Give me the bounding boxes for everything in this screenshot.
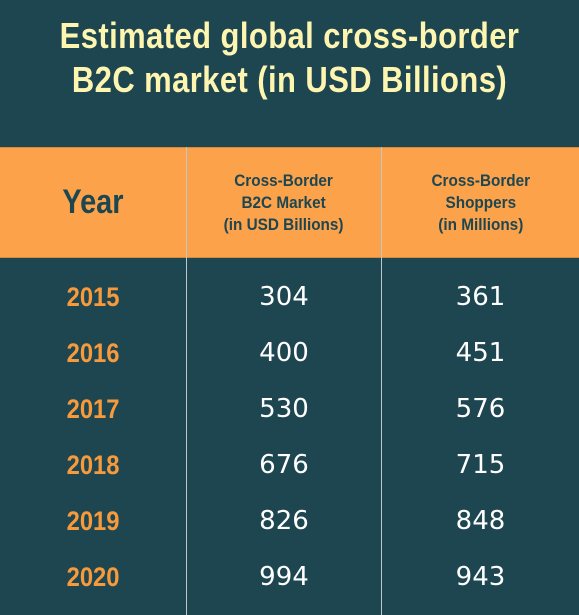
header-market-line-3: (in USD Billions) [224,214,344,234]
table-row: 2018 676 715 [0,437,579,493]
shoppers-value-cell: 451 [455,338,506,368]
column-divider-2 [381,147,382,615]
year-cell: 2015 [66,281,120,312]
table-row: 2019 826 848 [0,493,579,549]
header-cell-market: Cross-Border B2C Market (in USD Billions… [187,148,381,257]
shoppers-value-cell-wrap: 451 [382,325,579,381]
market-value-cell: 826 [259,506,309,536]
year-cell-wrap: 2018 [0,437,186,493]
year-cell: 2019 [66,505,120,536]
year-cell-wrap: 2016 [0,325,186,381]
table-row: 2016 400 451 [0,325,579,381]
year-cell: 2017 [66,393,120,424]
shoppers-value-cell: 361 [455,282,506,312]
year-cell-wrap: 2020 [0,549,186,605]
table-row: 2020 994 943 [0,549,579,605]
chart-title-line-1: Estimated global cross-border [59,15,520,56]
header-market-label: Cross-Border B2C Market (in USD Billions… [224,170,344,236]
shoppers-value-cell-wrap: 576 [382,381,579,437]
header-year-label: Year [62,183,124,221]
column-divider-1 [186,147,187,615]
market-value-cell-wrap: 826 [187,493,381,549]
market-value-cell-wrap: 994 [187,549,381,605]
market-value-cell-wrap: 304 [187,269,381,325]
market-value-cell: 304 [259,282,309,312]
header-market-line-1: Cross-Border [234,170,334,190]
shoppers-value-cell: 943 [455,562,506,592]
table-row: 2017 530 576 [0,381,579,437]
market-value-cell-wrap: 530 [187,381,381,437]
shoppers-value-cell-wrap: 848 [382,493,579,549]
year-cell: 2016 [66,337,120,368]
market-value-cell: 530 [259,394,309,424]
year-cell: 2020 [66,561,120,592]
header-shoppers-line-3: (in Millions) [438,214,523,234]
chart-title: Estimated global cross-border B2C market… [41,14,539,102]
shoppers-value-cell: 848 [455,506,506,536]
market-value-cell: 676 [259,450,309,480]
table-row: 2015 304 361 [0,269,579,325]
year-cell-wrap: 2017 [0,381,186,437]
shoppers-value-cell: 715 [455,450,506,480]
header-market-line-2: B2C Market [241,192,327,212]
header-shoppers-label: Cross-Border Shoppers (in Millions) [431,170,530,236]
market-value-cell-wrap: 400 [187,325,381,381]
year-cell: 2018 [66,449,120,480]
market-value-cell: 994 [259,562,309,592]
market-value-cell: 400 [259,338,309,368]
chart-title-line-2: B2C market (in USD Billions) [71,59,508,100]
year-cell-wrap: 2019 [0,493,186,549]
shoppers-value-cell-wrap: 361 [382,269,579,325]
header-shoppers-line-2: Shoppers [445,192,516,212]
shoppers-value-cell-wrap: 715 [382,437,579,493]
header-cell-shoppers: Cross-Border Shoppers (in Millions) [382,148,579,257]
header-shoppers-line-1: Cross-Border [431,170,530,190]
table-header: Year Cross-Border B2C Market (in USD Bil… [0,147,579,258]
header-cell-year: Year [0,148,186,257]
market-value-cell-wrap: 676 [187,437,381,493]
year-cell-wrap: 2015 [0,269,186,325]
shoppers-value-cell-wrap: 943 [382,549,579,605]
shoppers-value-cell: 576 [455,394,506,424]
